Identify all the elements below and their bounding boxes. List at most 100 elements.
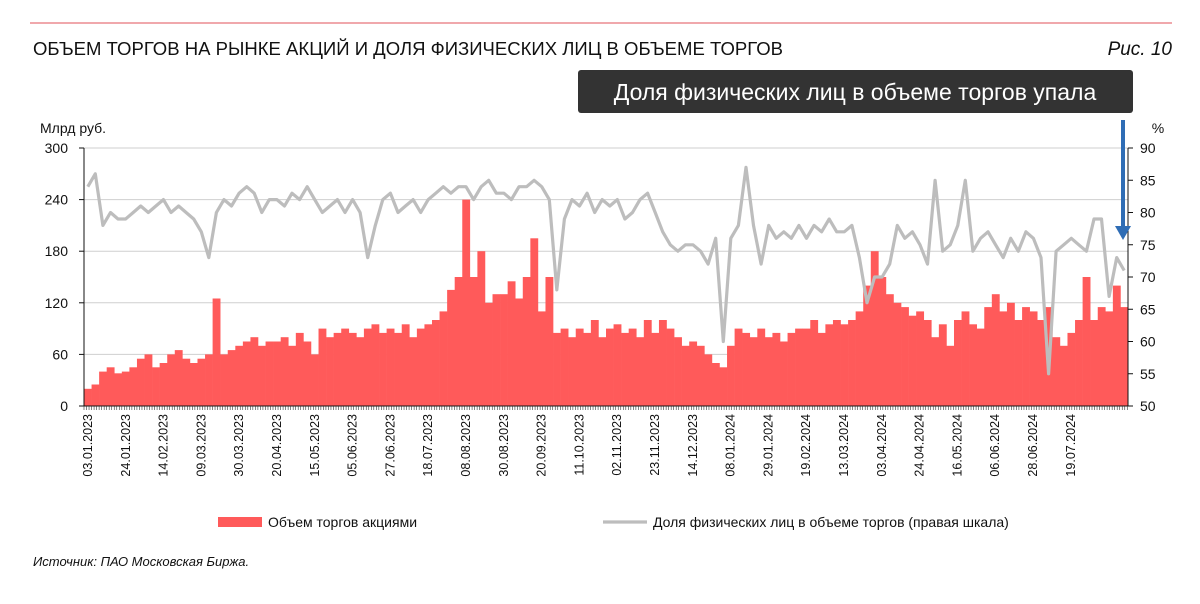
x-tick-label: 28.06.2024 xyxy=(1026,414,1040,477)
callout-box xyxy=(578,70,1133,113)
volume-bar xyxy=(757,328,766,406)
x-tick-label: 30.08.2023 xyxy=(497,414,511,477)
volume-bar xyxy=(643,320,652,406)
volume-bar xyxy=(583,332,592,406)
volume-bar xyxy=(84,388,92,406)
volume-bar xyxy=(91,384,100,406)
volume-bar xyxy=(515,298,524,406)
figure-label: Рис. 10 xyxy=(1108,39,1173,60)
x-tick-label: 14.12.2023 xyxy=(686,414,700,477)
volume-bar xyxy=(537,311,546,406)
legend-swatch-volume xyxy=(218,517,262,527)
volume-bar xyxy=(401,324,410,406)
volume-bar xyxy=(288,345,297,406)
volume-bar xyxy=(280,337,289,406)
volume-bar xyxy=(568,337,577,406)
volume-bar xyxy=(817,332,826,406)
x-tick-label: 03.01.2023 xyxy=(81,414,95,477)
volume-bar xyxy=(106,367,115,406)
volume-bar xyxy=(469,277,478,406)
volume-bar xyxy=(734,328,743,406)
volume-bar xyxy=(394,332,403,406)
volume-bar xyxy=(129,367,138,406)
volume-bar xyxy=(946,345,955,406)
volume-bar xyxy=(326,337,334,406)
volume-bar xyxy=(878,277,887,406)
volume-bar xyxy=(242,341,251,406)
legend-label-volume: Объем торгов акциями xyxy=(268,514,417,530)
volume-bar xyxy=(931,337,940,406)
x-tick-label: 09.03.2023 xyxy=(194,414,208,477)
right-tick-label: 85 xyxy=(1140,172,1156,188)
volume-bar xyxy=(719,367,728,406)
volume-bars xyxy=(84,199,1129,406)
volume-bar xyxy=(1120,307,1129,406)
volume-bar xyxy=(976,328,985,406)
volume-bar xyxy=(749,337,758,406)
volume-bar xyxy=(991,294,1000,406)
volume-bar xyxy=(136,358,145,406)
volume-bar xyxy=(764,337,773,406)
volume-bar xyxy=(416,328,425,406)
volume-bar xyxy=(250,337,259,406)
volume-bar xyxy=(696,345,705,406)
volume-bar xyxy=(606,328,614,406)
x-tick-label: 16.05.2024 xyxy=(950,414,964,477)
left-tick-label: 60 xyxy=(52,346,68,362)
volume-bar xyxy=(235,345,244,406)
legend-label-share: Доля физических лиц в объеме торгов (пра… xyxy=(653,514,1009,530)
volume-bar xyxy=(212,298,221,406)
volume-bar xyxy=(855,311,864,406)
volume-bar xyxy=(159,363,168,406)
volume-bar xyxy=(1014,320,1023,406)
source-note: Источник: ПАО Московская Биржа. xyxy=(33,554,249,569)
volume-bar xyxy=(810,320,819,406)
x-tick-label: 19.07.2024 xyxy=(1064,414,1078,477)
x-tick-label: 06.06.2024 xyxy=(988,414,1002,477)
volume-bar xyxy=(174,350,183,406)
volume-bar xyxy=(432,320,440,406)
volume-bar xyxy=(560,328,569,406)
volume-bar xyxy=(121,371,130,406)
volume-bar xyxy=(99,371,107,406)
volume-bar xyxy=(1059,345,1068,406)
right-tick-label: 75 xyxy=(1140,237,1156,253)
volume-bar xyxy=(220,354,229,406)
x-tick-label: 29.01.2024 xyxy=(761,414,775,477)
volume-bar xyxy=(870,251,879,406)
right-tick-label: 60 xyxy=(1140,334,1156,350)
volume-bar xyxy=(780,341,788,406)
volume-bar xyxy=(908,315,917,406)
volume-bar xyxy=(674,337,682,406)
volume-bar xyxy=(197,358,206,406)
volume-bar xyxy=(742,332,751,406)
volume-bar xyxy=(689,341,698,406)
retail-share-line xyxy=(86,165,1126,376)
volume-bar xyxy=(1082,277,1091,406)
volume-bar xyxy=(901,307,909,406)
volume-bar xyxy=(1105,311,1114,406)
volume-bar xyxy=(848,320,856,406)
volume-bar xyxy=(613,324,622,406)
chart-title: ОБЪЕМ ТОРГОВ НА РЫНКЕ АКЦИЙ И ДОЛЯ ФИЗИЧ… xyxy=(33,38,783,59)
x-tick-label: 23.11.2023 xyxy=(648,414,662,476)
right-axis-label: % xyxy=(1152,120,1164,136)
volume-bar xyxy=(303,341,312,406)
volume-bar xyxy=(938,324,947,406)
x-tick-label: 15.05.2023 xyxy=(308,414,322,477)
volume-bar xyxy=(1075,320,1083,406)
x-tick-label: 08.01.2024 xyxy=(724,414,738,477)
volume-bar xyxy=(658,320,667,406)
volume-bar xyxy=(273,341,281,406)
volume-bar xyxy=(227,350,236,406)
left-tick-label: 240 xyxy=(45,192,69,208)
volume-bar xyxy=(681,345,690,406)
volume-bar xyxy=(961,311,970,406)
volume-bar xyxy=(802,328,811,406)
volume-bar xyxy=(522,277,531,406)
volume-bar xyxy=(1097,307,1106,406)
volume-bar xyxy=(484,302,493,406)
volume-bar xyxy=(386,328,395,406)
volume-bar xyxy=(553,332,561,406)
